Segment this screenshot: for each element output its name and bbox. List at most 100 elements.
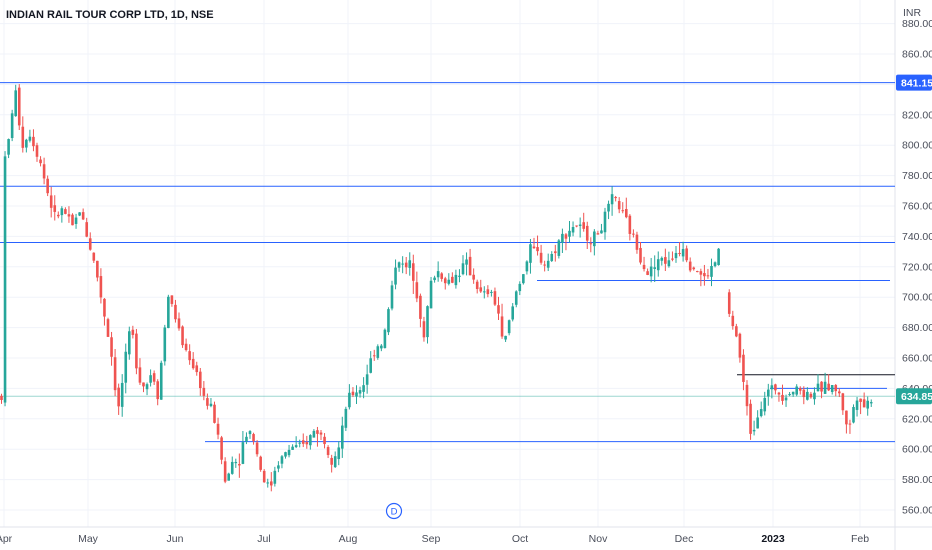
candle-body-73 [259,456,262,470]
dividend-marker[interactable]: D [385,502,403,520]
candle-body-68 [241,442,245,464]
candle-body-17 [60,208,64,216]
candle-110 [390,280,394,311]
candle-body-95 [337,447,341,460]
candle-196 [696,270,699,273]
candle-172 [610,186,614,216]
candle-body-137 [486,289,490,295]
candle-101 [358,386,362,398]
candle-39 [138,358,142,385]
candle-125 [443,276,447,290]
y-tick-label-820: 820.00 [902,109,932,121]
candle-207 [742,349,745,391]
candle-body-27 [96,260,99,278]
candle-body-36 [128,331,131,355]
price-axis[interactable]: INR 560.00580.00600.00620.00640.00660.00… [902,7,932,517]
candle-17 [60,206,64,223]
candle-192 [681,241,685,262]
candle-body-160 [568,230,571,237]
candle-body-140 [497,305,500,314]
candle-body-148 [525,261,529,272]
trend-lines[interactable] [0,82,895,443]
candle-153 [543,260,546,272]
candle-body-123 [436,271,440,278]
candle-100 [355,385,358,405]
candle-body-47 [167,296,170,329]
candle-96 [341,416,344,458]
candle-body-120 [426,306,429,338]
candle-186 [660,256,664,266]
candle-239 [855,396,859,417]
candle-body-78 [277,465,280,469]
candle-body-71 [252,434,255,442]
candle-body-55 [195,365,199,373]
candle-body-5 [17,87,21,126]
candle-89 [316,426,319,447]
candle-178 [632,229,635,238]
candle-43 [152,370,156,385]
candle-body-205 [735,326,738,337]
candle-120 [426,305,429,344]
candle-93 [330,454,333,473]
candle-body-111 [394,267,397,285]
candle-body-3 [10,113,14,139]
dividend-marker-circle[interactable] [385,502,403,520]
candle-body-225 [806,391,809,400]
candle-body-22 [78,212,81,216]
candle-body-217 [777,392,781,395]
y-tick-label-860: 860.00 [902,49,932,61]
candle-62 [220,435,223,465]
candle-body-202 [717,248,720,266]
candle-body-13 [46,178,49,194]
candle-73 [259,455,262,472]
candle-body-199 [706,275,710,277]
candle-116 [412,254,415,294]
candle-210 [752,420,756,436]
candle-body-176 [625,209,628,218]
candle-body-226 [809,393,813,398]
candle-body-208 [745,384,749,407]
candle-84 [298,439,301,448]
candle-111 [394,259,397,290]
candle-182 [646,268,649,276]
last-price-badge-bg [896,388,932,405]
candle-161 [571,221,575,237]
candle-5 [17,84,21,130]
candle-35 [124,343,128,394]
candle-body-8 [28,136,32,141]
candle-185 [656,251,660,277]
candle-42 [149,369,152,387]
candle-body-170 [603,211,607,233]
candle-171 [607,200,610,220]
candle-body-158 [561,233,564,243]
candle-body-39 [138,367,142,383]
candle-body-238 [852,406,855,423]
candle-body-99 [351,391,355,396]
x-tick-label-nov: Nov [589,533,608,545]
candle-body-53 [188,351,191,361]
candle-10 [35,142,39,162]
candle-body-152 [539,252,543,263]
candle-body-231 [827,383,830,391]
candle-30 [106,317,110,338]
candle-118 [419,293,422,328]
candle-body-74 [262,470,266,483]
candle-9 [32,129,35,152]
candle-197 [699,268,703,287]
candle-204 [731,310,735,330]
candle-body-15 [53,205,57,212]
candle-body-57 [202,387,206,396]
candle-34 [120,374,124,417]
candle-body-211 [756,417,759,429]
candle-214 [767,383,770,406]
time-axis[interactable]: Apr May Jun Jul Aug Sep Oct Nov Dec 2023 Feb [0,533,869,545]
candle-body-135 [479,287,483,292]
candle-151 [536,235,539,256]
candle-130 [461,255,465,276]
candle-115 [408,252,412,276]
candle-159 [564,233,568,251]
candle-body-83 [294,445,298,448]
candle-body-222 [795,386,798,395]
candle-body-136 [483,291,486,293]
